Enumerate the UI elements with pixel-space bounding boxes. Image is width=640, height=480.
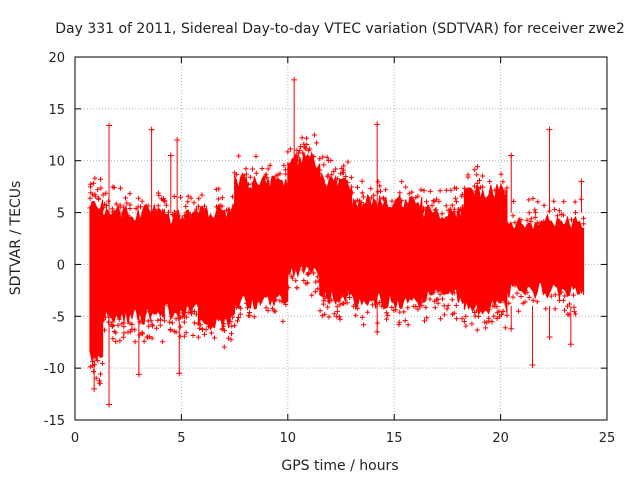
spike-point-0: [91, 385, 98, 392]
x-tick-label: 5: [177, 431, 185, 446]
spike-point-14: [546, 126, 553, 133]
spike-point-7: [176, 370, 183, 377]
spike-point-1: [106, 122, 113, 129]
y-tick-label: 5: [57, 207, 65, 222]
series-band-5: [234, 172, 289, 310]
spike-point-9: [374, 121, 381, 128]
spike-point-5: [167, 152, 174, 159]
series-band-7: [319, 172, 353, 306]
spike-point-16: [567, 341, 574, 348]
y-tick-label: 0: [57, 258, 65, 273]
series-band-11: [506, 213, 585, 300]
series-sdtvar: [87, 76, 587, 408]
series-band-0: [89, 199, 104, 363]
axis-ticks: 0 5 10 15 20 25 -15 -10 -5 0 5 10 15 20: [44, 51, 616, 446]
y-tick-label: -5: [52, 310, 65, 325]
spike-point-8: [291, 76, 298, 83]
spike-point-10: [374, 328, 381, 335]
spike-point-15: [546, 334, 553, 341]
y-tick-label: -10: [44, 362, 65, 377]
y-tick-label: 20: [48, 51, 65, 66]
spike-point-17: [578, 178, 585, 185]
x-tick-label: 20: [492, 431, 509, 446]
x-tick-label: 25: [599, 431, 616, 446]
y-tick-label: -15: [44, 414, 65, 429]
x-tick-label: 0: [71, 431, 79, 446]
spike-point-12: [508, 325, 515, 332]
series-band-4: [197, 203, 236, 331]
spike-point-2: [106, 401, 113, 408]
y-tick-label: 15: [48, 103, 65, 118]
spike-point-4: [148, 126, 155, 133]
spike-point-11: [508, 152, 515, 159]
series-band-6: [287, 151, 321, 279]
chart-title: Day 331 of 2011, Sidereal Day-to-day VTE…: [55, 21, 625, 37]
spike-point-13: [529, 362, 536, 369]
plot-frame: [74, 56, 608, 421]
series-band-9: [421, 203, 465, 304]
x-tick-label: 10: [280, 431, 297, 446]
series-band-10: [463, 183, 508, 316]
y-axis-label: SDTVAR / TECUs: [8, 181, 24, 296]
grid-lines: [75, 57, 607, 420]
series-band-1: [102, 203, 125, 322]
y-tick-label: 10: [48, 155, 65, 170]
spike-point-3: [135, 371, 142, 378]
x-tick-label: 15: [386, 431, 403, 446]
series-band-2: [123, 203, 165, 325]
x-axis-label: GPS time / hours: [281, 458, 398, 474]
spike-point-6: [174, 136, 181, 143]
series-band-8: [351, 193, 423, 311]
series-markers: [87, 132, 587, 386]
series-band-3: [163, 209, 199, 321]
